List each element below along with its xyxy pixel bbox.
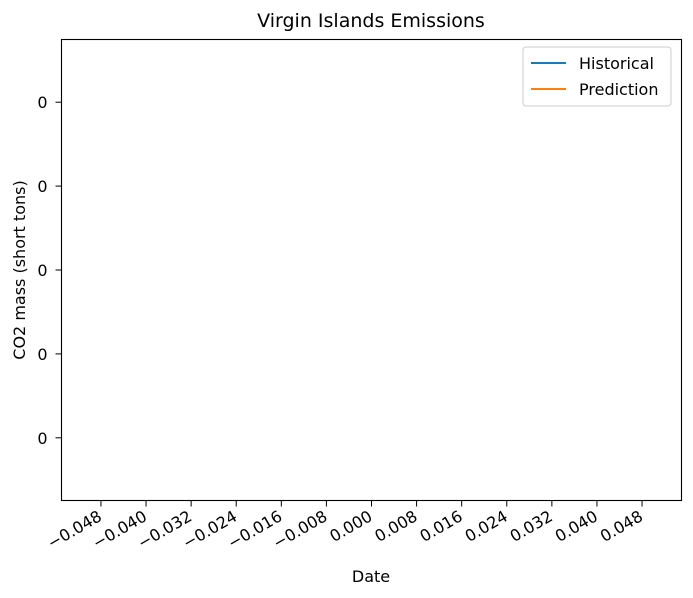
y-tick-label: 0 <box>37 261 47 280</box>
legend-box <box>522 46 672 107</box>
legend-label-prediction: Prediction <box>579 80 658 99</box>
x-tick-label: 0.040 <box>552 507 601 546</box>
x-axis: −0.048−0.040−0.032−0.024−0.016−0.0080.00… <box>44 500 646 553</box>
chart-title: Virgin Islands Emissions <box>257 10 485 32</box>
legend: Historical Prediction <box>522 46 672 107</box>
plot-area <box>60 38 683 502</box>
y-tick-label: 0 <box>37 93 47 112</box>
x-tick-label: 0.008 <box>371 507 420 546</box>
y-tick-label: 0 <box>37 429 47 448</box>
x-tick-label: 0.016 <box>417 507 466 546</box>
y-tick-label: 0 <box>37 177 47 196</box>
x-tick-label: 0.024 <box>462 507 511 546</box>
x-axis-label: Date <box>352 567 390 586</box>
y-axis-label: CO2 mass (short tons) <box>10 180 29 359</box>
y-tick-label: 0 <box>37 345 47 364</box>
x-tick-label: 0.000 <box>326 507 375 546</box>
y-axis: 0 0 0 0 0 <box>37 93 62 448</box>
legend-label-historical: Historical <box>579 54 654 73</box>
x-tick-label: 0.032 <box>507 507 556 546</box>
x-tick-label: 0.048 <box>597 507 646 546</box>
